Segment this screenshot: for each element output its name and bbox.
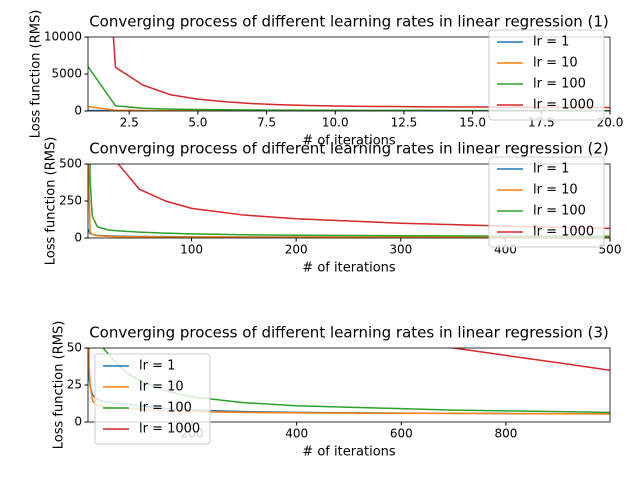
y-tick-label: 5000 xyxy=(51,67,82,81)
x-tick-label: 800 xyxy=(494,427,517,441)
legend-label: lr = 1 xyxy=(139,359,175,374)
legend-label: lr = 100 xyxy=(139,401,192,416)
subplot: Converging process of different learning… xyxy=(51,321,611,460)
line xyxy=(89,164,610,237)
y-tick-label: 25 xyxy=(67,378,82,392)
legend: lr = 1 lr = 10 lr = 100 lr = 1000 xyxy=(94,353,211,445)
x-tick-label: 400 xyxy=(285,427,308,441)
y-tick-label: 0 xyxy=(74,104,82,118)
chart-title: Converging process of different learning… xyxy=(89,13,609,31)
legend-label: lr = 1000 xyxy=(533,98,594,113)
chart-title: Converging process of different learning… xyxy=(89,324,609,342)
legend-label: lr = 1000 xyxy=(533,225,594,240)
y-axis-label: Loss function (RMS) xyxy=(51,321,66,450)
x-tick-label: 7.5 xyxy=(257,116,276,130)
x-tick-label: 15.0 xyxy=(459,116,486,130)
legend-label: lr = 100 xyxy=(533,77,586,92)
y-tick-label: 10000 xyxy=(44,30,82,44)
line xyxy=(88,164,610,238)
x-axis-label: # of iterations xyxy=(302,445,396,460)
legend-box xyxy=(488,29,605,121)
y-tick-label: 500 xyxy=(59,157,82,171)
y-tick-label: 50 xyxy=(67,341,82,355)
x-tick-label: 600 xyxy=(390,427,413,441)
x-tick-label: 200 xyxy=(285,243,308,257)
legend-box xyxy=(488,156,605,248)
subplot: Converging process of different learning… xyxy=(44,137,622,276)
y-tick-label: 250 xyxy=(59,194,82,208)
legend: lr = 1 lr = 10 lr = 100 lr = 1000 xyxy=(488,156,605,248)
y-tick-label: 0 xyxy=(74,415,82,429)
legend-label: lr = 100 xyxy=(533,204,586,219)
x-axis-label: # of iterations xyxy=(302,134,396,149)
x-tick-label: 5.0 xyxy=(188,116,207,130)
x-axis-label: # of iterations xyxy=(302,261,396,276)
y-axis-label: Loss function (RMS) xyxy=(29,10,44,139)
legend-label: lr = 1 xyxy=(533,162,569,177)
subplot: Converging process of different learning… xyxy=(29,10,624,149)
legend-label: lr = 10 xyxy=(533,183,578,198)
plot-area xyxy=(88,164,610,238)
legend-label: lr = 1 xyxy=(533,35,569,50)
legend-label: lr = 10 xyxy=(533,56,578,71)
legend-label: lr = 10 xyxy=(139,380,184,395)
x-tick-label: 100 xyxy=(180,243,203,257)
legend: lr = 1 lr = 10 lr = 100 lr = 1000 xyxy=(488,29,605,121)
x-tick-label: 300 xyxy=(389,243,412,257)
x-tick-label: 500 xyxy=(599,243,622,257)
x-tick-label: 12.5 xyxy=(391,116,418,130)
y-tick-label: 0 xyxy=(74,231,82,245)
line xyxy=(117,164,610,230)
legend-box xyxy=(94,353,211,445)
x-tick-label: 10.0 xyxy=(322,116,349,130)
x-tick-label: 2.5 xyxy=(120,116,139,130)
chart-title: Converging process of different learning… xyxy=(89,140,609,158)
y-axis-label: Loss function (RMS) xyxy=(44,137,59,266)
legend-label: lr = 1000 xyxy=(139,422,200,437)
